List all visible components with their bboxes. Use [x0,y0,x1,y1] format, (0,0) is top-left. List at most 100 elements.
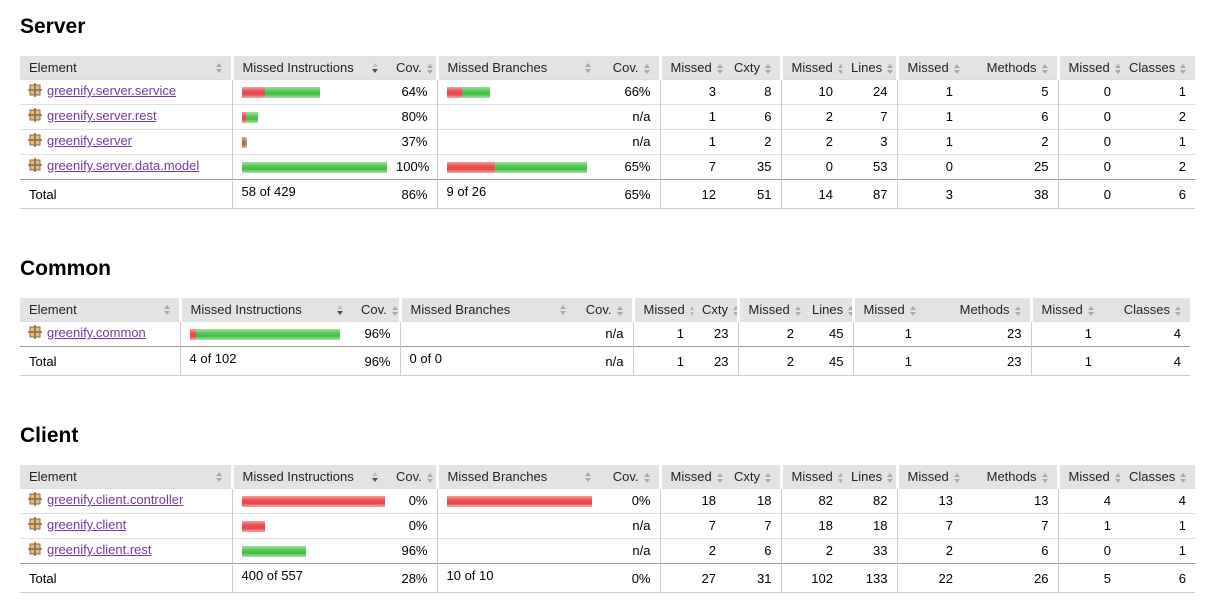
covered-instructions-bar [241,161,387,173]
cell-total-branches: 10 of 10 [436,563,600,593]
package-link[interactable]: greenify.server.data.model [47,158,200,173]
column-header-methods[interactable]: Methods [962,465,1058,489]
cell-cxty: 6 [725,538,781,564]
column-header-methods[interactable]: Methods [921,298,1031,322]
column-header-classes[interactable]: Classes [1101,298,1190,322]
package-link[interactable]: greenify.server.service [47,83,177,98]
cell-missed-classes: 1 [1030,321,1101,347]
column-header-label: Missed [791,469,833,484]
cell-missed-cxty: 1 [632,346,693,376]
cell-total-label: Total [20,179,232,209]
missed-branches-bar [446,86,462,98]
cell-branch-coverage: n/a [575,321,633,347]
table-row: greenify.server.rest 80% n/a 1 6 2 7 1 6… [20,104,1195,130]
column-header-missed[interactable]: Missed [779,465,842,489]
column-header-missed[interactable]: Missed [1029,298,1101,322]
cell-lines: 45 [803,346,853,376]
column-header-missed[interactable]: Missed [779,56,842,80]
column-header-classes[interactable]: Classes [1120,56,1195,80]
column-header-lines[interactable]: Lines [842,465,897,489]
covered-instructions-bar [195,328,340,340]
column-header-missed[interactable]: Missed [736,298,803,322]
column-header-cxty[interactable]: Cxty [693,298,738,322]
cell-element: greenify.server.service [20,79,232,105]
column-header-missed[interactable]: Missed [1056,465,1120,489]
column-header-lines[interactable]: Lines [842,56,897,80]
cell-missed-classes: 4 [1057,488,1120,514]
column-header-classes[interactable]: Classes [1120,465,1195,489]
column-header-label: Missed [863,302,905,317]
column-header-cov[interactable]: Cov. [600,465,660,489]
column-header-cxty[interactable]: Cxty [725,465,781,489]
total-instructions-text: 58 of 429 [241,184,296,199]
column-header-missed[interactable]: Missed [658,56,725,80]
column-header-cov[interactable]: Cov. [387,465,437,489]
column-header-cov[interactable]: Cov. [352,298,400,322]
package-link[interactable]: greenify.client.controller [47,492,184,507]
column-header-element[interactable]: Element [20,56,232,80]
column-header-label: Lines [851,469,883,484]
cell-instruction-coverage: 0% [387,488,437,514]
cell-methods: 26 [962,563,1058,593]
column-header-label: Cov. [361,302,387,317]
column-header-missed-branches[interactable]: Missed Branches [398,298,575,322]
cell-instructions-bar [231,79,387,105]
column-header-cov[interactable]: Cov. [600,56,660,80]
package-link[interactable]: greenify.client [47,517,127,532]
column-header-missed[interactable]: Missed [658,465,725,489]
column-header-label: Missed Branches [447,469,548,484]
column-header-label: Cov. [396,469,422,484]
column-header-missed-branches[interactable]: Missed Branches [435,465,600,489]
cell-instruction-coverage: 80% [387,104,437,130]
sort-arrows-icon [643,472,650,483]
column-header-cxty[interactable]: Cxty [725,56,781,80]
package-link[interactable]: greenify.common [47,325,146,340]
cell-classes: 1 [1120,538,1195,564]
covered-branches-bar [494,161,587,173]
column-header-missed-instructions[interactable]: Missed Instructions [230,56,387,80]
column-header-missed[interactable]: Missed [631,298,693,322]
column-header-cov[interactable]: Cov. [387,56,437,80]
column-header-missed[interactable]: Missed [895,56,962,80]
sort-arrows-icon [794,305,801,316]
column-header-missed-branches[interactable]: Missed Branches [435,56,600,80]
column-header-missed-instructions[interactable]: Missed Instructions [230,465,387,489]
column-header-element[interactable]: Element [20,298,180,322]
cell-missed-methods: 1 [852,346,921,376]
cell-lines: 18 [842,513,897,539]
sort-arrows-icon [1175,305,1181,316]
sort-arrows-icon [1041,472,1048,483]
cell-instructions-bar [231,513,387,539]
cell-instructions-bar [179,321,352,347]
column-header-lines[interactable]: Lines [803,298,853,322]
missed-instructions-bar [189,328,196,340]
total-instructions-text: 4 of 102 [189,351,237,366]
cell-cxty: 6 [725,104,781,130]
total-instructions-text: 400 of 557 [241,568,303,583]
cell-classes: 1 [1120,513,1195,539]
column-header-label: Cov. [612,469,639,484]
column-header-element[interactable]: Element [20,465,232,489]
sort-arrows-icon [716,472,723,483]
column-header-label: Missed [670,469,712,484]
column-header-label: Missed Branches [410,302,511,317]
column-header-label: Methods [986,469,1037,484]
column-header-methods[interactable]: Methods [962,56,1058,80]
missed-instructions-bar [241,495,385,507]
covered-instructions-bar [264,86,320,98]
package-link[interactable]: greenify.server [47,133,133,148]
cell-missed-classes: 0 [1057,154,1120,180]
cell-cxty: 18 [725,488,781,514]
column-header-missed-instructions[interactable]: Missed Instructions [178,298,352,322]
column-header-label: Cxty [734,469,760,484]
column-header-missed[interactable]: Missed [895,465,962,489]
package-icon [28,324,42,346]
cell-element: greenify.server.data.model [20,154,232,180]
sort-arrows-icon [837,472,842,483]
column-header-missed[interactable]: Missed [851,298,921,322]
package-link[interactable]: greenify.server.rest [47,108,157,123]
column-header-cov[interactable]: Cov. [575,298,633,322]
covered-branches-bar [461,86,490,98]
column-header-missed[interactable]: Missed [1056,56,1120,80]
package-link[interactable]: greenify.client.rest [47,542,152,557]
